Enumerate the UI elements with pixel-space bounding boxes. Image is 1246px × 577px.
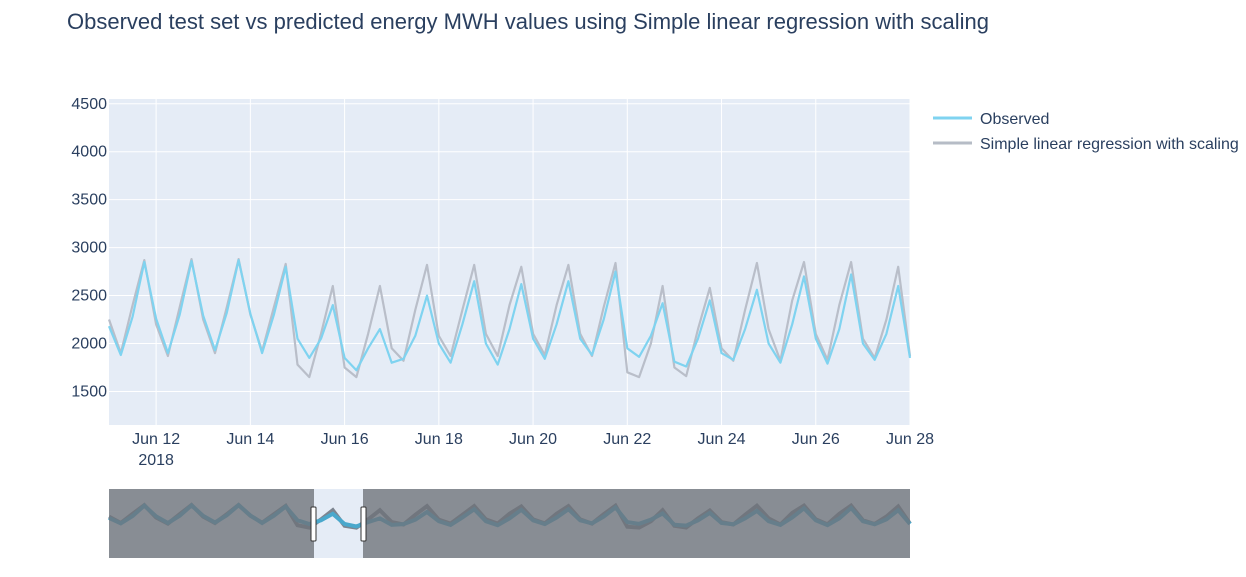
range-slider-mask-right bbox=[363, 489, 910, 558]
legend[interactable]: Observed Simple linear regression with s… bbox=[933, 111, 1239, 153]
range-slider-mask-left bbox=[109, 489, 314, 558]
range-slider[interactable] bbox=[108, 489, 912, 558]
x-tick-label: Jun 22 bbox=[603, 431, 651, 448]
legend-item-regression[interactable]: Simple linear regression with scaling bbox=[933, 136, 1239, 153]
y-tick-label: 2500 bbox=[71, 288, 107, 305]
y-tick-label: 3500 bbox=[71, 192, 107, 209]
x-tick-label: Jun 12 bbox=[132, 431, 180, 448]
chart-title: Observed test set vs predicted energy MW… bbox=[67, 9, 989, 34]
x-axis: Jun 12 2018 Jun 14 Jun 16 Jun 18 Jun 20 Jun 22… bbox=[132, 431, 934, 469]
x-tick-label: Jun 14 bbox=[226, 431, 274, 448]
y-tick-label: 3000 bbox=[71, 240, 107, 257]
x-tick-sublabel: 2018 bbox=[138, 452, 174, 469]
y-tick-label: 4500 bbox=[71, 96, 107, 113]
x-tick-label: Jun 26 bbox=[792, 431, 840, 448]
range-slider-handle-right[interactable] bbox=[360, 506, 367, 542]
gridlines bbox=[109, 99, 911, 425]
x-tick-label: Jun 28 bbox=[886, 431, 934, 448]
y-axis: 1500 2000 2500 3000 3500 4000 4500 bbox=[71, 96, 107, 401]
series-group bbox=[107, 258, 912, 379]
range-slider-handle-left[interactable] bbox=[310, 506, 317, 542]
y-tick-label: 4000 bbox=[71, 144, 107, 161]
y-tick-label: 1500 bbox=[71, 383, 107, 400]
x-tick-label: Jun 20 bbox=[509, 431, 557, 448]
legend-label-regression: Simple linear regression with scaling bbox=[980, 136, 1239, 153]
x-tick-label: Jun 16 bbox=[321, 431, 369, 448]
x-tick-label: Jun 18 bbox=[415, 431, 463, 448]
series-line-observed bbox=[107, 259, 912, 372]
x-tick-label: Jun 24 bbox=[698, 431, 746, 448]
legend-item-observed[interactable]: Observed bbox=[933, 111, 1049, 128]
plot-background bbox=[109, 99, 910, 425]
legend-label-observed: Observed bbox=[980, 111, 1049, 128]
y-tick-label: 2000 bbox=[71, 336, 107, 353]
